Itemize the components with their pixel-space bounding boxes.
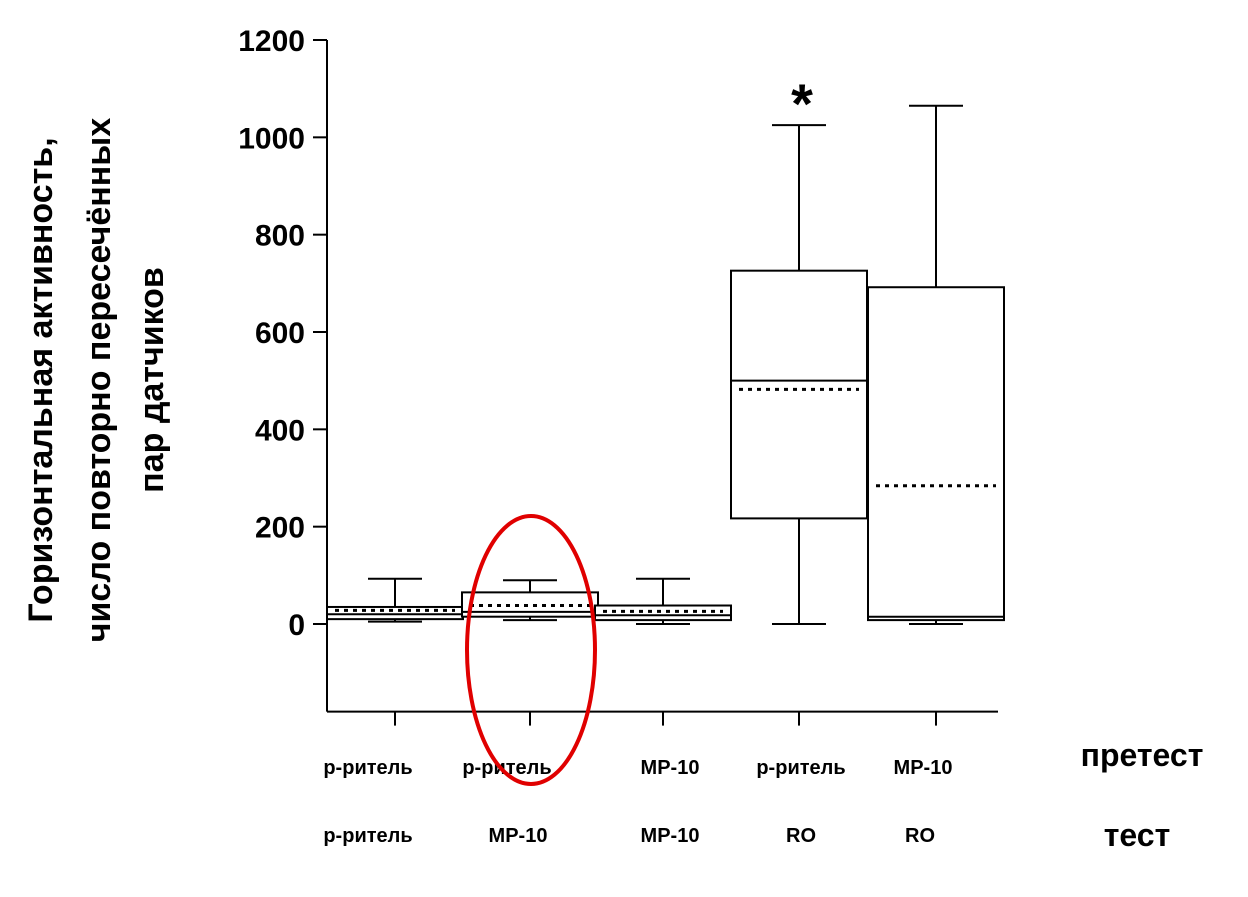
y-tick-label: 0	[288, 609, 305, 642]
y-tick-label: 600	[255, 317, 305, 350]
axes	[326, 40, 998, 726]
category-label-pretest: р-ритель	[756, 757, 845, 779]
box-rect	[730, 269, 868, 520]
y-axis-label-line-3: пар датчиков	[133, 267, 171, 493]
category-label-pretest: MP-10	[894, 757, 953, 779]
box-1	[326, 577, 464, 623]
row-label-pretest: претест	[1081, 737, 1204, 773]
category-label-pretest: р-ритель	[323, 757, 412, 779]
category-label-test: RO	[786, 825, 816, 847]
y-tick-label: 1200	[238, 25, 305, 58]
category-label-test: MP-10	[641, 825, 700, 847]
box-rect	[594, 604, 732, 622]
box-rect	[867, 286, 1005, 622]
category-label-pretest: р-ритель	[462, 757, 551, 779]
y-tick-label: 400	[255, 414, 305, 447]
y-axis-label-line-1: Горизонтальная активность,	[22, 137, 60, 622]
box-2	[461, 579, 599, 622]
y-axis-label: Горизонтальная активность, число повторн…	[22, 118, 171, 643]
box-4: *	[730, 72, 868, 625]
y-tick-label: 200	[255, 512, 305, 545]
box-5	[867, 104, 1005, 625]
y-tick-label: 1000	[238, 122, 305, 155]
box-rect	[326, 605, 464, 621]
row-label-test: тест	[1104, 817, 1171, 853]
boxes: *	[326, 72, 1005, 625]
box-3	[594, 577, 732, 625]
y-ticks: 0 200 400 600 800 1000 1200	[238, 25, 327, 642]
significance-marker: *	[791, 72, 813, 135]
category-label-pretest: MP-10	[641, 757, 700, 779]
category-label-test: MP-10	[489, 825, 548, 847]
category-label-test: RO	[905, 825, 935, 847]
category-label-test: р-ритель	[323, 825, 412, 847]
y-tick-label: 800	[255, 220, 305, 253]
highlight-ellipse	[465, 514, 597, 786]
category-labels: р-ритель р-ритель р-ритель MP-10 MP-10 MP-10 р…	[323, 757, 952, 847]
y-axis-label-line-2: число повторно пересечённых	[80, 118, 118, 643]
